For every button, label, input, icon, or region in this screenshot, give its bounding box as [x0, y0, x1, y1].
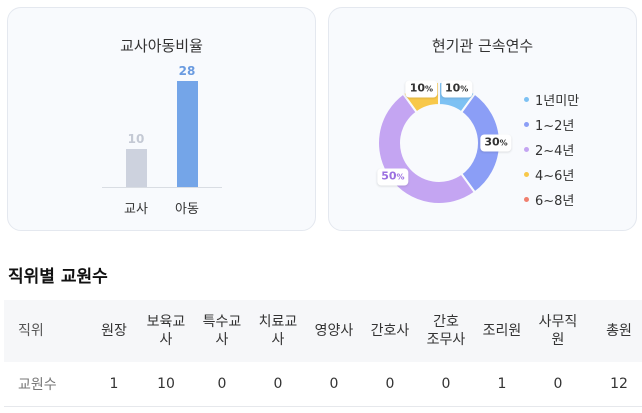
column-header: 직위 [4, 300, 90, 362]
legend-label: 1~2년 [535, 119, 575, 134]
column-header: 총원 [586, 300, 642, 362]
bar-아동 [176, 81, 198, 187]
legend-dot [524, 122, 529, 127]
table-cell: 1 [109, 376, 119, 392]
table-cell: 12 [610, 376, 628, 392]
bar-value-label: 10 [127, 132, 145, 147]
tenure-legend: 1년미만 1~2년 2~4년 4~6년 6~8년 [524, 87, 579, 212]
table-row: 교원수 1 10 0 0 0 0 0 1 0 12 [4, 362, 642, 407]
legend-dot [524, 197, 529, 202]
legend-label: 2~4년 [535, 144, 575, 159]
legend-dot [524, 172, 529, 177]
column-header: 치료교 사 [250, 300, 306, 362]
table-cell: 10 [157, 376, 175, 392]
bar-category-label: 아동 [175, 202, 199, 217]
table-cell: 0 [385, 376, 395, 392]
legend-item: 2~4년 [524, 137, 579, 162]
table-cell: 0 [441, 376, 451, 392]
table-cell: 0 [273, 376, 283, 392]
legend-dot [524, 147, 529, 152]
table-cell: 0 [553, 376, 563, 392]
tenure-card-title: 현기관 근속연수 [431, 37, 534, 55]
bar-baseline [102, 187, 222, 188]
column-header: 간호사 [362, 300, 418, 362]
legend-dot [524, 97, 529, 102]
legend-item: 1년미만 [524, 87, 579, 112]
legend-label: 1년미만 [535, 94, 580, 109]
donut-pct-label: 30% [480, 134, 512, 152]
legend-item: 4~6년 [524, 162, 579, 187]
row-label: 교원수 [18, 377, 57, 393]
column-header: 보육교 사 [138, 300, 194, 362]
table-cell: 0 [329, 376, 339, 392]
table-cell: 1 [497, 376, 507, 392]
column-header: 간호 조무사 [418, 300, 474, 362]
bar-value-label: 28 [178, 64, 196, 78]
donut-pct-label: 10% [405, 80, 438, 98]
bar-교사 [125, 149, 147, 187]
column-header: 특수교 사 [194, 300, 250, 362]
legend-item: 1~2년 [524, 112, 579, 137]
column-header: 사무직 원 [530, 300, 586, 362]
legend-label: 4~6년 [535, 169, 575, 184]
table-header-row: 직위 원장 보육교 사 특수교 사 치료교 사 영양사 간호사 간호 조무사 조리원 사무직 원 총원 [4, 300, 642, 362]
section-title: 직위별 교원수 [8, 267, 108, 287]
table-cell: 0 [217, 376, 227, 392]
column-header: 원장 [90, 300, 138, 362]
legend-item: 6~8년 [524, 187, 579, 212]
donut-pct-label: 10% [440, 80, 473, 98]
bar-category-label: 교사 [124, 202, 148, 217]
teacher-child-ratio-card: 교사아동비율 10 교사 28 아동 [7, 7, 316, 231]
ratio-card-title: 교사아동비율 [120, 37, 203, 55]
donut-pct-label: 50% [377, 168, 409, 185]
staff-by-position-table: 직위 원장 보육교 사 특수교 사 치료교 사 영양사 간호사 간호 조무사 조리원 사무직 원 총원 교원수… [4, 300, 642, 407]
tenure-card: 현기관 근속연수 10% 30% 50% 10% 1년미만 1~2년 2~4년 4~6년 6~… [328, 7, 637, 231]
legend-label: 6~8년 [535, 194, 575, 209]
column-header: 영양사 [306, 300, 362, 362]
column-header: 조리원 [474, 300, 530, 362]
